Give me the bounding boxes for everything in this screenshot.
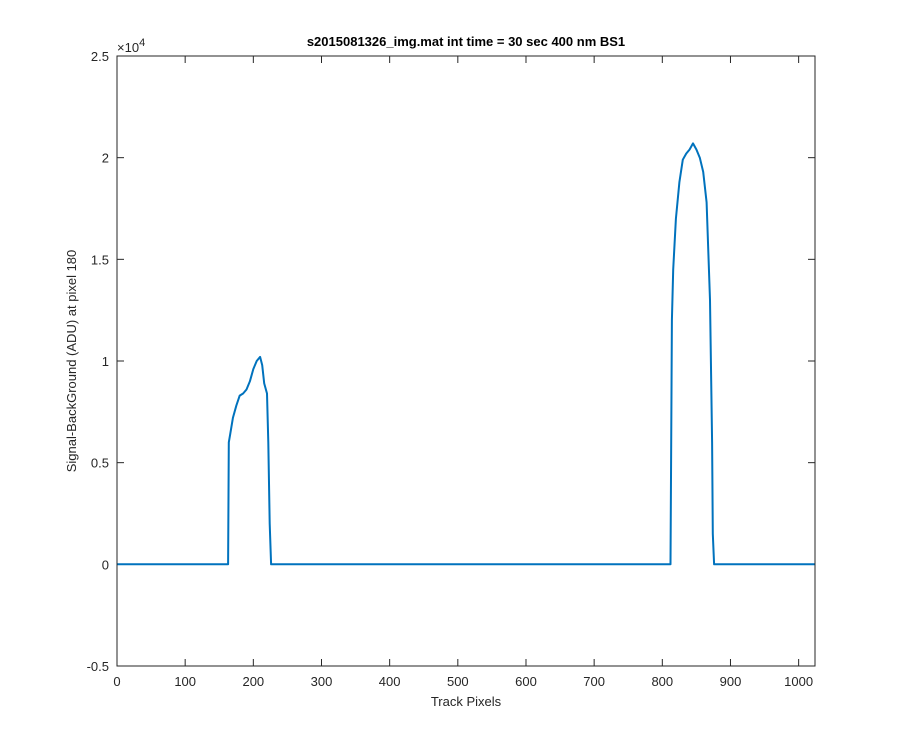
- y-tick-label: 0: [102, 557, 109, 572]
- y-exponent-power: 4: [139, 37, 145, 49]
- chart-title: s2015081326_img.mat int time = 30 sec 40…: [307, 34, 625, 49]
- ticks-layer: 0 100 200 300 400 500 600 700 800 900 1000 -0.5 0 0.5…: [87, 49, 815, 689]
- x-tick-label: 800: [651, 674, 673, 689]
- x-tick-label: 900: [720, 674, 742, 689]
- y-tick-label: 2: [102, 151, 109, 166]
- x-tick-label: 100: [174, 674, 196, 689]
- y-axis-label: Signal-BackGround (ADU) at pixel 180: [64, 250, 79, 473]
- x-tick-label: 300: [311, 674, 333, 689]
- x-tick-label: 200: [242, 674, 264, 689]
- x-axis-label: Track Pixels: [431, 694, 502, 709]
- y-tick-label: -0.5: [87, 659, 109, 674]
- y-tick-label: 1.5: [91, 252, 109, 267]
- y-exponent-label: ×104: [117, 37, 145, 55]
- data-series-line: [117, 142, 815, 566]
- y-exponent-base: ×10: [117, 40, 139, 55]
- y-tick-label: 0.5: [91, 456, 109, 471]
- y-tick-label: 1: [102, 354, 109, 369]
- y-tick-label: 2.5: [91, 49, 109, 64]
- x-tick-label: 500: [447, 674, 469, 689]
- x-tick-label: 0: [113, 674, 120, 689]
- axes-box: [116, 55, 816, 667]
- x-tick-label: 1000: [784, 674, 813, 689]
- x-tick-label: 400: [379, 674, 401, 689]
- x-tick-label: 600: [515, 674, 537, 689]
- x-tick-label: 700: [583, 674, 605, 689]
